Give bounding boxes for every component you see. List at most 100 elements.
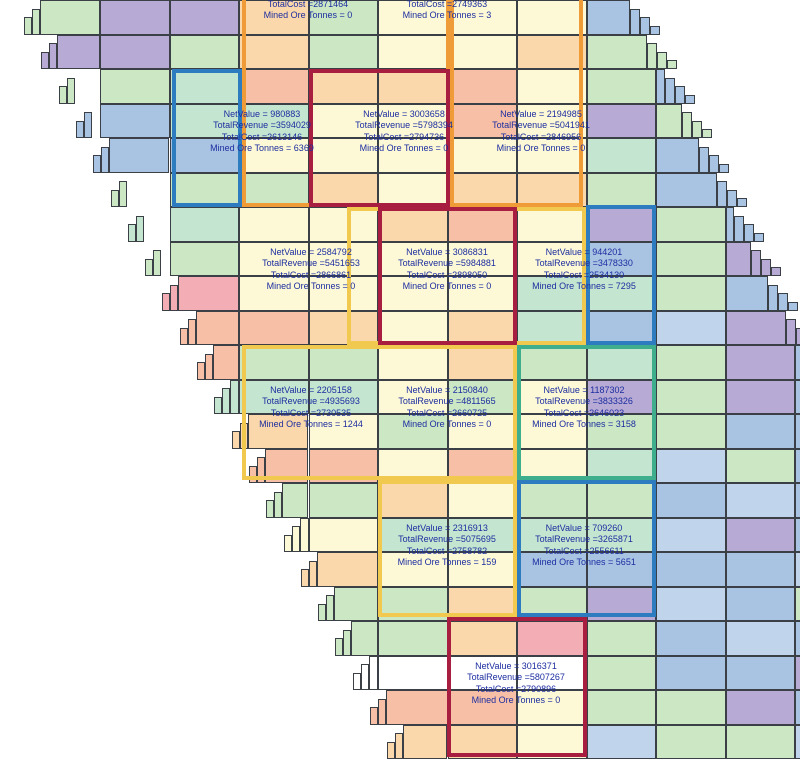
model-cell[interactable] xyxy=(517,172,587,207)
model-cell[interactable] xyxy=(725,586,795,621)
model-cell[interactable] xyxy=(586,69,656,104)
model-cell[interactable] xyxy=(378,621,448,656)
model-cell[interactable] xyxy=(447,517,517,552)
model-cell[interactable] xyxy=(368,655,378,690)
model-cell[interactable] xyxy=(308,517,378,552)
model-cell[interactable] xyxy=(169,207,239,242)
model-cell[interactable] xyxy=(308,34,378,69)
model-cell[interactable] xyxy=(795,690,800,725)
model-cell[interactable] xyxy=(725,414,795,449)
model-cell[interactable] xyxy=(308,310,378,345)
model-cell[interactable] xyxy=(239,310,309,345)
model-cell[interactable] xyxy=(40,0,100,35)
model-cell[interactable] xyxy=(447,483,517,518)
model-cell[interactable] xyxy=(725,690,795,725)
model-cell[interactable] xyxy=(586,138,656,173)
model-cell[interactable] xyxy=(239,69,309,104)
model-cell[interactable] xyxy=(517,276,587,311)
model-cell[interactable] xyxy=(586,34,648,69)
model-cell[interactable] xyxy=(378,276,448,311)
model-cell[interactable] xyxy=(386,690,448,725)
model-cell[interactable] xyxy=(447,207,517,242)
model-cell[interactable] xyxy=(169,103,239,138)
model-cell[interactable] xyxy=(586,345,656,380)
model-cell[interactable] xyxy=(517,345,587,380)
model-cell[interactable] xyxy=(795,448,800,483)
model-cell[interactable] xyxy=(795,379,800,414)
model-cell[interactable] xyxy=(795,586,800,621)
model-cell[interactable] xyxy=(100,34,170,69)
model-cell[interactable] xyxy=(169,172,239,207)
model-cell[interactable] xyxy=(725,241,752,276)
model-cell[interactable] xyxy=(725,379,795,414)
model-cell[interactable] xyxy=(656,621,726,656)
model-cell[interactable] xyxy=(308,483,378,518)
model-cell[interactable] xyxy=(517,655,587,690)
model-cell[interactable] xyxy=(447,103,517,138)
model-cell[interactable] xyxy=(517,310,587,345)
model-cell[interactable] xyxy=(517,207,587,242)
model-cell[interactable] xyxy=(795,621,800,656)
model-cell[interactable] xyxy=(447,552,517,587)
model-cell[interactable] xyxy=(795,724,800,759)
model-cell[interactable] xyxy=(308,414,378,449)
model-cell[interactable] xyxy=(656,655,726,690)
model-cell[interactable] xyxy=(447,276,517,311)
model-cell[interactable] xyxy=(656,690,726,725)
model-cell[interactable] xyxy=(725,517,795,552)
model-cell[interactable] xyxy=(195,310,239,345)
model-cell[interactable] xyxy=(334,586,378,621)
model-cell[interactable] xyxy=(247,414,309,449)
model-cell[interactable] xyxy=(586,724,656,759)
model-cell[interactable] xyxy=(447,690,517,725)
model-cell[interactable] xyxy=(586,103,656,138)
model-cell[interactable] xyxy=(656,310,726,345)
model-cell[interactable] xyxy=(656,138,700,173)
model-cell[interactable] xyxy=(656,345,726,380)
model-cell[interactable] xyxy=(656,586,726,621)
model-cell[interactable] xyxy=(169,241,239,276)
model-cell[interactable] xyxy=(351,621,378,656)
model-cell[interactable] xyxy=(517,138,587,173)
model-cell[interactable] xyxy=(725,483,795,518)
model-cell[interactable] xyxy=(517,621,587,656)
model-cell[interactable] xyxy=(656,207,726,242)
model-cell[interactable] xyxy=(656,517,726,552)
model-cell[interactable] xyxy=(239,276,309,311)
model-cell[interactable] xyxy=(378,655,448,690)
model-cell[interactable] xyxy=(656,241,726,276)
model-cell[interactable] xyxy=(100,0,170,35)
model-cell[interactable] xyxy=(378,34,448,69)
model-cell[interactable] xyxy=(447,414,517,449)
model-cell[interactable] xyxy=(586,690,656,725)
model-cell[interactable] xyxy=(656,724,726,759)
model-cell[interactable] xyxy=(725,621,795,656)
model-cell[interactable] xyxy=(239,103,309,138)
model-cell[interactable] xyxy=(378,103,448,138)
model-cell[interactable] xyxy=(447,0,517,35)
model-cell[interactable] xyxy=(169,0,239,35)
model-cell[interactable] xyxy=(282,483,309,518)
model-cell[interactable] xyxy=(239,34,309,69)
model-cell[interactable] xyxy=(100,103,170,138)
model-cell[interactable] xyxy=(447,621,517,656)
model-cell[interactable] xyxy=(239,138,309,173)
model-cell[interactable] xyxy=(308,138,378,173)
model-cell[interactable] xyxy=(239,0,309,35)
model-cell[interactable] xyxy=(517,103,587,138)
model-cell[interactable] xyxy=(586,621,656,656)
model-cell[interactable] xyxy=(239,345,309,380)
model-cell[interactable] xyxy=(378,379,448,414)
model-cell[interactable] xyxy=(239,241,309,276)
model-cell[interactable] xyxy=(656,379,726,414)
model-cell[interactable] xyxy=(656,276,726,311)
model-cell[interactable] xyxy=(316,552,378,587)
model-cell[interactable] xyxy=(795,483,800,518)
model-cell[interactable] xyxy=(109,138,170,173)
model-cell[interactable] xyxy=(178,276,239,311)
model-cell[interactable] xyxy=(517,552,587,587)
model-cell[interactable] xyxy=(378,517,448,552)
model-cell[interactable] xyxy=(447,241,517,276)
model-cell[interactable] xyxy=(656,414,726,449)
